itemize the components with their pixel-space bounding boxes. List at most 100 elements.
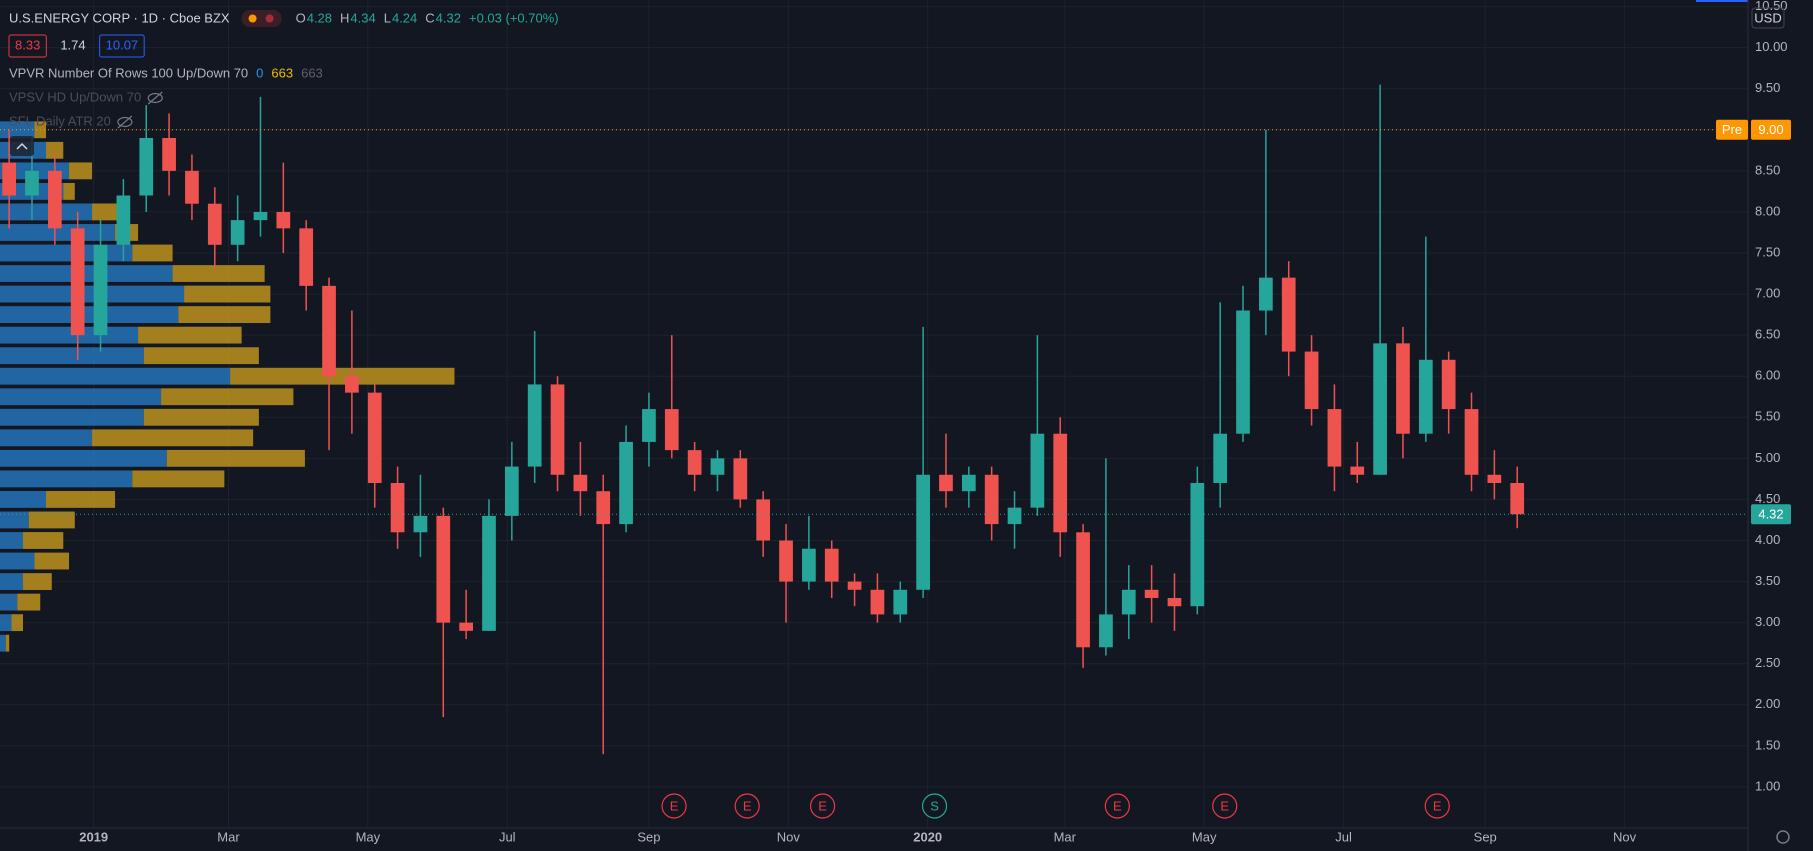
volume-down (184, 285, 271, 303)
indicator-value: 0 (256, 65, 263, 80)
x-tick-label: Jul (499, 829, 516, 844)
candle-body (1418, 359, 1433, 434)
event-label: E (1220, 798, 1229, 813)
event-circle (1212, 793, 1238, 819)
volume-up (0, 470, 133, 488)
candle-body (642, 409, 656, 442)
volume-up (0, 285, 185, 303)
volume-up (0, 347, 144, 365)
candle-body (116, 195, 131, 245)
volume-up (0, 429, 93, 447)
candle-body (779, 540, 793, 582)
candle-body (162, 138, 176, 171)
badge (8, 34, 47, 58)
collapse-arrow (16, 142, 28, 150)
volume-up (0, 326, 139, 344)
candle-body (1304, 351, 1319, 410)
volume-down (138, 326, 242, 344)
candle-body (664, 409, 679, 451)
x-tick-label: May (356, 829, 381, 844)
candle-body (253, 211, 268, 221)
visibility-toggle[interactable] (147, 91, 163, 105)
volume-down (23, 532, 64, 549)
candle-body (1350, 466, 1365, 475)
candle-body (482, 515, 496, 631)
candle-body (1030, 433, 1045, 508)
candle-body (2, 162, 16, 196)
candle-body (1167, 598, 1182, 607)
settings-icon[interactable] (1776, 830, 1790, 844)
candle-body (93, 244, 108, 336)
event-label: E (818, 798, 827, 813)
candle-body (504, 466, 519, 516)
volume-up (0, 491, 47, 508)
volume-down (166, 449, 305, 467)
event-marker[interactable]: S (921, 793, 948, 819)
indicator-name: SFL Daily ATR 20 (9, 113, 111, 128)
event-marker[interactable]: E (661, 793, 687, 819)
volume-up (0, 614, 12, 632)
indicator-value: 663 (271, 65, 293, 80)
ohlc-value: 4.34 (350, 10, 375, 25)
event-label: E (670, 798, 679, 813)
ohlc-label: L (384, 10, 391, 25)
ohlc-label: C (425, 10, 434, 25)
volume-down (63, 182, 75, 200)
candle-body (276, 211, 291, 229)
event-circle (809, 793, 836, 819)
candle-body (1281, 277, 1296, 352)
event-circle (734, 793, 760, 819)
candle-body (1190, 483, 1205, 607)
candle-body (1121, 589, 1136, 615)
candle-body (1053, 433, 1068, 533)
candle-body (1441, 359, 1456, 410)
candle-body (733, 458, 748, 500)
candle-body (824, 548, 839, 582)
event-marker[interactable]: E (734, 793, 760, 819)
volume-down (143, 347, 259, 365)
candle-body (687, 450, 702, 475)
x-tick-label: Sep (637, 829, 660, 844)
candle-body (25, 170, 39, 196)
event-circle (661, 793, 687, 819)
candle-body (1510, 483, 1525, 515)
y-tick-label: 10.00 (1755, 39, 1788, 54)
candle-body (207, 203, 222, 245)
candle-body (870, 589, 885, 615)
event-marker[interactable]: E (809, 793, 836, 819)
x-tick-label: Mar (1054, 829, 1077, 844)
volume-down (28, 511, 75, 529)
volume-up (0, 388, 162, 406)
price-tag (1751, 119, 1791, 140)
y-tick-label: 6.50 (1755, 327, 1780, 342)
price-tag-label: 4.32 (1758, 507, 1783, 522)
candle-body (1259, 277, 1273, 311)
ohlc-value: 4.32 (436, 10, 461, 25)
candle-body (436, 515, 451, 623)
volume-down (34, 552, 70, 570)
price-tag (1751, 504, 1791, 525)
badge-value: 1.74 (60, 37, 85, 52)
collapse-box (10, 136, 34, 156)
visibility-toggle[interactable] (117, 115, 133, 129)
symbol-title: U.S.ENERGY CORP · 1D · Cboe BZX (9, 10, 230, 25)
y-tick-label: 4.50 (1755, 491, 1780, 506)
candle-body (345, 376, 359, 393)
volume-up (0, 203, 93, 221)
candle-body (1464, 409, 1479, 475)
candle-body (1236, 310, 1250, 434)
event-marker[interactable]: E (1424, 793, 1450, 819)
volume-down (69, 162, 93, 180)
candle-body (459, 622, 473, 631)
y-tick-label: 2.00 (1755, 696, 1780, 711)
event-marker[interactable]: E (1212, 793, 1238, 819)
session-label: Pre (1722, 122, 1742, 137)
y-tick-label: 6.00 (1755, 368, 1780, 383)
badge (99, 34, 145, 58)
y-tick-label: 5.00 (1755, 450, 1780, 465)
event-marker[interactable]: E (1104, 793, 1130, 819)
collapse-button[interactable] (10, 136, 34, 156)
y-tick-label: 1.50 (1755, 737, 1780, 752)
price-axis (1748, 0, 1813, 851)
y-tick-label: 5.50 (1755, 409, 1780, 424)
